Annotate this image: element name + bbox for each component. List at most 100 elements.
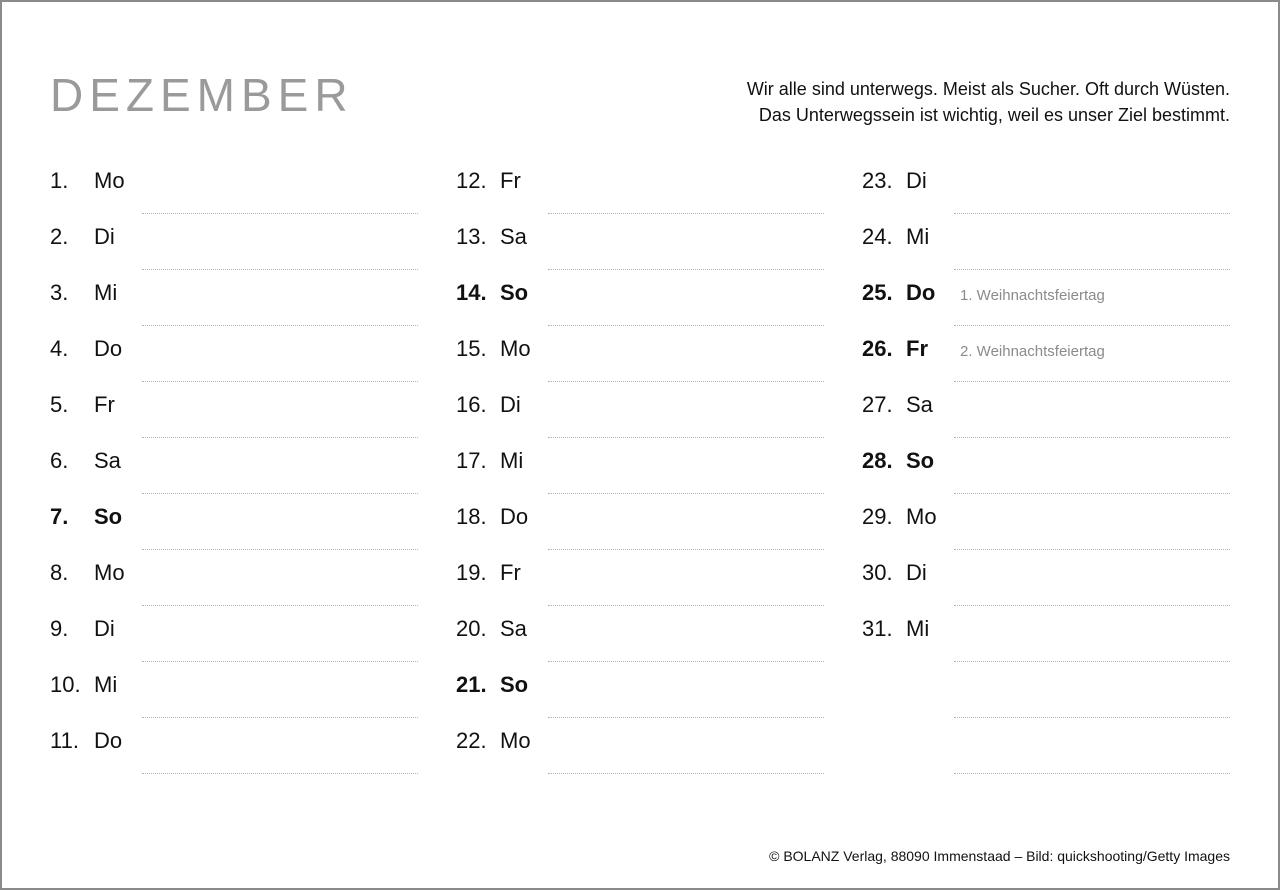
day-number: 3.	[50, 280, 94, 306]
day-weekday: Mo	[94, 168, 142, 194]
day-weekday: So	[94, 504, 142, 530]
day-row: 20.Sa	[456, 616, 824, 672]
day-number: 9.	[50, 616, 94, 642]
calendar-page: DEZEMBER Wir alle sind unterwegs. Meist …	[0, 0, 1280, 890]
day-number: 28.	[862, 448, 906, 474]
day-row: 19.Fr	[456, 560, 824, 616]
day-weekday: Di	[906, 560, 954, 586]
day-number: 30.	[862, 560, 906, 586]
day-number: 5.	[50, 392, 94, 418]
day-weekday: Mo	[500, 336, 548, 362]
day-number: 8.	[50, 560, 94, 586]
day-number: 22.	[456, 728, 500, 754]
day-number: 21.	[456, 672, 500, 698]
quote-line-2: Das Unterwegssein ist wichtig, weil es u…	[759, 105, 1230, 125]
day-weekday: Sa	[500, 224, 548, 250]
day-row: 27.Sa	[862, 392, 1230, 448]
day-weekday: Mi	[906, 224, 954, 250]
day-weekday: Di	[500, 392, 548, 418]
header-quote: Wir alle sind unterwegs. Meist als Suche…	[747, 72, 1230, 128]
day-weekday: Fr	[906, 336, 954, 362]
day-row: 26.Fr2. Weihnachtsfeiertag	[862, 336, 1230, 392]
day-row: 5.Fr	[50, 392, 418, 448]
day-row: 7.So	[50, 504, 418, 560]
day-row: 31.Mi	[862, 616, 1230, 672]
day-number: 14.	[456, 280, 500, 306]
day-row: 15.Mo	[456, 336, 824, 392]
day-row: 4.Do	[50, 336, 418, 392]
calendar-column: 12.Fr13.Sa14.So15.Mo16.Di17.Mi18.Do19.Fr…	[456, 168, 824, 784]
day-weekday: Do	[94, 336, 142, 362]
day-number: 26.	[862, 336, 906, 362]
day-row: 30.Di	[862, 560, 1230, 616]
day-weekday: Do	[906, 280, 954, 306]
day-row: 24.Mi	[862, 224, 1230, 280]
day-row: 25.Do1. Weihnachtsfeiertag	[862, 280, 1230, 336]
day-row: 6.Sa	[50, 448, 418, 504]
day-number: 16.	[456, 392, 500, 418]
day-row: 21.So	[456, 672, 824, 728]
footer-credits: © BOLANZ Verlag, 88090 Immenstaad – Bild…	[769, 848, 1230, 864]
day-row: 9.Di	[50, 616, 418, 672]
calendar-column: 23.Di24.Mi25.Do1. Weihnachtsfeiertag26.F…	[862, 168, 1230, 784]
day-row: 11.Do	[50, 728, 418, 784]
day-weekday: So	[500, 672, 548, 698]
day-number: 2.	[50, 224, 94, 250]
day-number: 4.	[50, 336, 94, 362]
day-row: 2.Di	[50, 224, 418, 280]
day-row: 23.Di	[862, 168, 1230, 224]
day-weekday: Di	[906, 168, 954, 194]
day-number: 24.	[862, 224, 906, 250]
calendar-column: 1.Mo2.Di3.Mi4.Do5.Fr6.Sa7.So8.Mo9.Di10.M…	[50, 168, 418, 784]
day-row: 22.Mo	[456, 728, 824, 784]
day-number: 23.	[862, 168, 906, 194]
day-row	[862, 728, 1230, 784]
day-number: 11.	[50, 728, 94, 754]
quote-line-1: Wir alle sind unterwegs. Meist als Suche…	[747, 79, 1230, 99]
day-row: 29.Mo	[862, 504, 1230, 560]
day-number: 12.	[456, 168, 500, 194]
day-weekday: Di	[94, 224, 142, 250]
day-row: 12.Fr	[456, 168, 824, 224]
day-weekday: Mi	[500, 448, 548, 474]
day-weekday: Fr	[94, 392, 142, 418]
day-weekday: So	[500, 280, 548, 306]
day-number: 31.	[862, 616, 906, 642]
day-number: 29.	[862, 504, 906, 530]
day-row: 14.So	[456, 280, 824, 336]
day-number: 15.	[456, 336, 500, 362]
header-row: DEZEMBER Wir alle sind unterwegs. Meist …	[50, 72, 1230, 128]
day-row: 13.Sa	[456, 224, 824, 280]
day-row: 28.So	[862, 448, 1230, 504]
day-row: 1.Mo	[50, 168, 418, 224]
day-weekday: Sa	[94, 448, 142, 474]
day-number: 20.	[456, 616, 500, 642]
day-number: 17.	[456, 448, 500, 474]
day-note: 2. Weihnachtsfeiertag	[954, 343, 1230, 360]
day-row: 8.Mo	[50, 560, 418, 616]
day-weekday: Mo	[500, 728, 548, 754]
day-row: 18.Do	[456, 504, 824, 560]
day-weekday: Do	[500, 504, 548, 530]
day-weekday: Sa	[500, 616, 548, 642]
day-number: 18.	[456, 504, 500, 530]
day-weekday: Mi	[94, 280, 142, 306]
day-number: 7.	[50, 504, 94, 530]
day-row: 17.Mi	[456, 448, 824, 504]
day-weekday: Sa	[906, 392, 954, 418]
day-weekday: Fr	[500, 560, 548, 586]
day-number: 25.	[862, 280, 906, 306]
day-weekday: Mo	[906, 504, 954, 530]
day-weekday: Mo	[94, 560, 142, 586]
day-note: 1. Weihnachtsfeiertag	[954, 287, 1230, 304]
day-number: 13.	[456, 224, 500, 250]
day-number: 6.	[50, 448, 94, 474]
day-weekday: Mi	[906, 616, 954, 642]
day-number: 27.	[862, 392, 906, 418]
day-weekday: So	[906, 448, 954, 474]
month-title: DEZEMBER	[50, 72, 354, 118]
day-number: 19.	[456, 560, 500, 586]
day-row	[862, 672, 1230, 728]
day-weekday: Do	[94, 728, 142, 754]
day-row: 16.Di	[456, 392, 824, 448]
